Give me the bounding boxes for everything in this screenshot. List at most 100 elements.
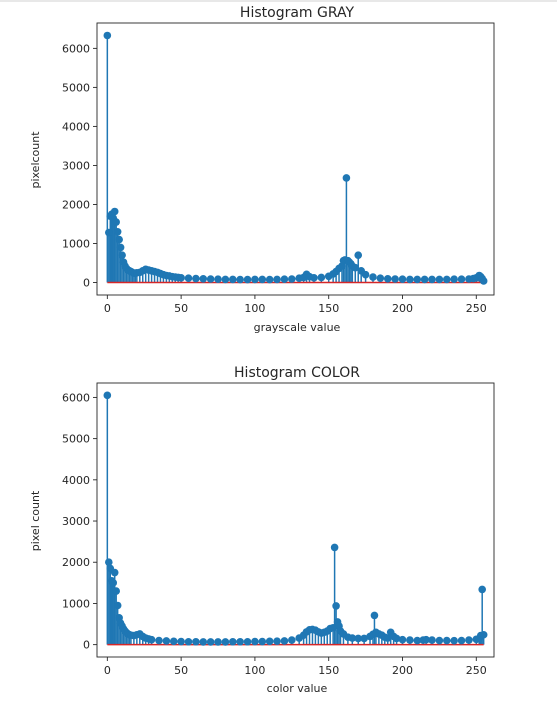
data-point xyxy=(109,579,118,587)
data-point xyxy=(118,251,126,259)
data-point xyxy=(162,637,171,645)
data-point xyxy=(457,275,466,283)
data-point xyxy=(435,636,444,645)
data-point xyxy=(258,637,267,646)
data-point xyxy=(112,218,120,226)
data-point xyxy=(478,585,486,594)
data-point xyxy=(184,274,193,283)
data-point xyxy=(457,636,466,645)
data-point xyxy=(115,235,123,244)
y-tick-label: 3000 xyxy=(62,515,90,528)
x-tick-label: 150 xyxy=(318,302,339,315)
data-point xyxy=(442,275,451,284)
x-tick-label: 100 xyxy=(244,664,265,677)
data-point xyxy=(435,275,444,284)
data-point xyxy=(406,275,414,284)
data-point xyxy=(342,174,351,182)
data-point xyxy=(199,638,208,646)
data-point xyxy=(177,274,185,282)
data-point xyxy=(236,275,244,284)
data-point xyxy=(243,275,252,284)
data-point xyxy=(214,638,222,646)
y-tick-label: 0 xyxy=(83,639,90,652)
y-tick-label: 1000 xyxy=(62,237,90,250)
x-axis-label: color value xyxy=(267,682,328,695)
y-tick-label: 6000 xyxy=(62,42,90,55)
data-point xyxy=(265,637,274,646)
data-point xyxy=(105,558,113,567)
data-point xyxy=(329,623,337,632)
data-point xyxy=(413,636,422,645)
data-point xyxy=(258,275,267,284)
y-tick-label: 1000 xyxy=(62,597,90,610)
data-point xyxy=(310,274,318,282)
axes-frame xyxy=(96,382,495,658)
data-point xyxy=(398,635,407,644)
y-tick-label: 5000 xyxy=(62,81,90,94)
data-point xyxy=(354,251,363,259)
data-point xyxy=(228,275,237,284)
y-tick-label: 4000 xyxy=(62,474,90,487)
data-point xyxy=(184,637,193,646)
data-point xyxy=(280,637,289,645)
data-point xyxy=(330,543,339,552)
x-tick-label: 0 xyxy=(104,664,111,677)
x-tick-label: 200 xyxy=(392,664,413,677)
data-point xyxy=(413,275,422,284)
data-point xyxy=(236,637,244,646)
x-tick-label: 150 xyxy=(318,664,339,677)
data-point xyxy=(110,568,119,577)
data-point xyxy=(265,275,274,284)
data-point xyxy=(354,634,363,643)
data-point xyxy=(442,636,451,645)
x-tick-label: 100 xyxy=(244,302,265,315)
data-point xyxy=(376,274,385,283)
y-tick-label: 0 xyxy=(83,277,90,290)
data-point xyxy=(479,630,488,639)
data-point xyxy=(103,391,112,400)
data-point xyxy=(221,275,230,284)
data-point xyxy=(228,637,237,646)
data-point xyxy=(351,263,360,272)
data-point xyxy=(370,611,379,620)
y-axis-label: pixelcount xyxy=(29,131,42,189)
data-point xyxy=(273,275,281,284)
data-point xyxy=(479,277,488,285)
y-tick-label: 2000 xyxy=(62,198,90,211)
chart-title: Histogram GRAY xyxy=(240,5,355,21)
y-tick-label: 5000 xyxy=(62,433,90,446)
data-point xyxy=(360,634,368,643)
y-tick-label: 6000 xyxy=(62,391,90,404)
y-axis-label: pixel count xyxy=(29,490,42,551)
data-point xyxy=(280,275,289,283)
x-axis-label: grayscale value xyxy=(254,321,341,334)
data-point xyxy=(428,636,436,644)
data-point xyxy=(251,275,259,284)
data-point xyxy=(422,635,430,644)
data-point xyxy=(112,587,120,595)
data-point xyxy=(273,637,281,645)
data-point xyxy=(391,275,399,283)
data-point xyxy=(103,31,112,40)
data-point xyxy=(147,635,156,644)
x-tick-label: 200 xyxy=(392,302,413,315)
data-point xyxy=(465,636,473,644)
data-point xyxy=(214,275,222,283)
data-point xyxy=(169,637,178,646)
y-tick-label: 2000 xyxy=(62,556,90,569)
x-tick-label: 50 xyxy=(174,302,188,315)
x-tick-label: 250 xyxy=(466,664,487,677)
chart-title: Histogram COLOR xyxy=(234,365,360,381)
data-point xyxy=(288,275,296,283)
data-point xyxy=(177,637,185,646)
data-point xyxy=(317,273,326,282)
data-point xyxy=(392,634,401,643)
x-tick-label: 50 xyxy=(174,664,188,677)
data-point xyxy=(383,275,392,283)
data-point xyxy=(450,275,458,283)
data-point xyxy=(332,602,340,610)
data-point xyxy=(361,270,370,279)
y-tick-label: 3000 xyxy=(62,159,90,172)
data-point xyxy=(288,636,296,644)
